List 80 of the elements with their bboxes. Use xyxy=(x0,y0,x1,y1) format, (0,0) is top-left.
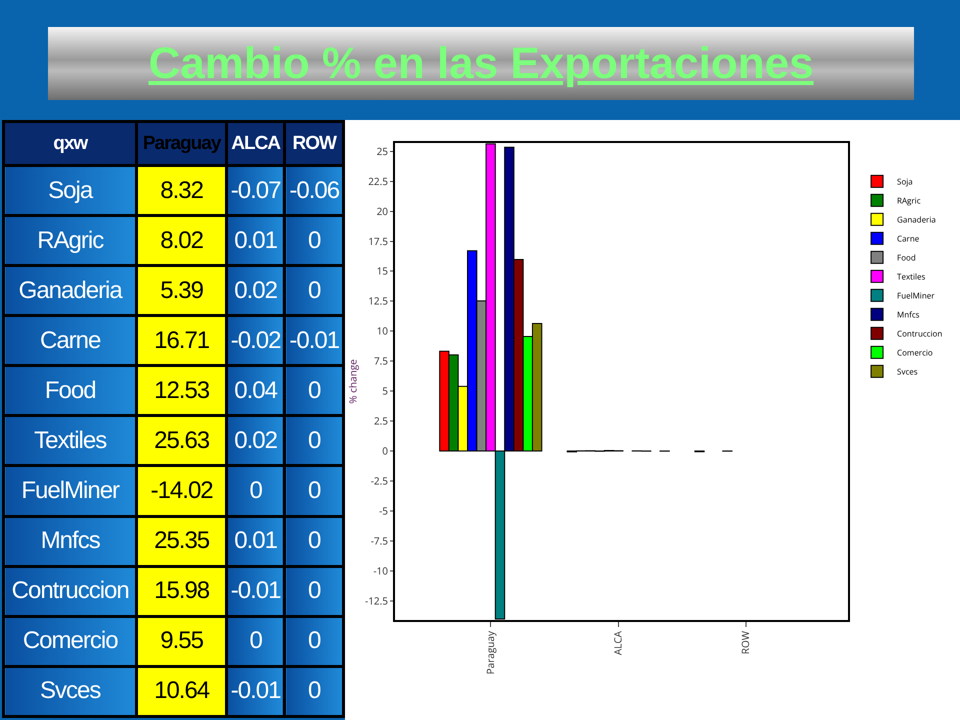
data-label: 12.53 xyxy=(136,366,226,416)
data-label: 8.32 xyxy=(136,166,226,216)
data-label: -0.01 xyxy=(226,666,285,716)
x-tick-label: ROW xyxy=(284,122,344,166)
y-tick-label: RAgric xyxy=(4,216,137,266)
y-tick-label: Svces xyxy=(4,666,137,716)
y-tick-label: Ganaderia xyxy=(4,266,137,316)
text: qxw xyxy=(4,122,137,166)
y-tick-label: -2.5 xyxy=(370,473,388,488)
y-tick-label: Food xyxy=(4,366,137,416)
data-label: 8.02 xyxy=(136,216,226,266)
legend-label: Carne xyxy=(897,233,920,244)
y-axis-title: % change xyxy=(346,358,360,404)
data-label: 0.02 xyxy=(226,266,285,316)
y-tick-label: Comercio xyxy=(4,616,137,666)
data-label: 0 xyxy=(284,516,344,566)
data-label: 16.71 xyxy=(136,316,226,366)
y-tick-label: -10 xyxy=(373,563,388,578)
data-label: 10.64 xyxy=(136,666,226,716)
data-label: 0 xyxy=(226,616,285,666)
x-tick-label: ALCA xyxy=(610,630,625,656)
y-tick-label: 25 xyxy=(376,144,388,158)
y-tick-label: 12.5 xyxy=(368,294,388,308)
data-label: -0.02 xyxy=(226,316,285,366)
legend-label: FuelMiner xyxy=(897,290,936,302)
y-tick-label: FuelMiner xyxy=(4,466,137,516)
data-label: 0.01 xyxy=(226,516,285,566)
y-tick-label: Contruccion xyxy=(4,566,137,616)
legend-label: Ganaderia xyxy=(897,214,936,226)
data-label: 0 xyxy=(284,466,344,516)
data-label: 15.98 xyxy=(136,566,226,616)
legend-label: Svces xyxy=(897,366,918,378)
data-label: 25.35 xyxy=(136,516,226,566)
data-label: -0.06 xyxy=(284,166,344,216)
y-tick-label: 0 xyxy=(382,444,388,458)
data-label: 0 xyxy=(284,266,344,316)
y-tick-label: Textiles xyxy=(4,416,137,466)
legend-label: Textiles xyxy=(897,271,926,282)
legend-label: Soja xyxy=(897,176,913,188)
x-tick-label: Paraguay xyxy=(136,122,226,166)
x-tick-label: ROW xyxy=(738,630,752,654)
legend-label: Contruccion xyxy=(897,328,942,340)
y-tick-label: -7.5 xyxy=(370,533,388,548)
data-label: 0.04 xyxy=(226,366,285,416)
data-label: 0 xyxy=(284,416,344,466)
y-tick-label: -5 xyxy=(379,503,388,518)
y-tick-label: 22.5 xyxy=(368,174,388,188)
data-label: 0 xyxy=(284,216,344,266)
data-label: 25.63 xyxy=(136,416,226,466)
legend-label: Comercio xyxy=(897,347,933,358)
legend-label: Mnfcs xyxy=(897,309,920,320)
data-label: 0.02 xyxy=(226,416,285,466)
data-label: -0.01 xyxy=(284,316,344,366)
data-label: 9.55 xyxy=(136,616,226,666)
y-tick-label: Soja xyxy=(4,166,137,216)
text: Cambio % en las Exportaciones xyxy=(148,38,814,88)
data-label: -0.01 xyxy=(226,566,285,616)
y-tick-label: -12.5 xyxy=(365,593,388,608)
y-tick-label: 15 xyxy=(376,264,388,278)
data-label: -14.02 xyxy=(136,466,226,516)
y-tick-label: Mnfcs xyxy=(4,516,137,566)
y-tick-label: 2.5 xyxy=(374,414,388,428)
data-label: 0.01 xyxy=(226,216,285,266)
data-label: 0 xyxy=(284,366,344,416)
y-tick-label: 20 xyxy=(376,204,388,218)
x-tick-label: Paraguay xyxy=(482,630,497,674)
data-label: -0.07 xyxy=(226,166,285,216)
data-label: 0 xyxy=(284,666,344,716)
y-tick-label: Carne xyxy=(4,316,137,366)
legend-label: Food xyxy=(897,252,916,264)
y-tick-label: 5 xyxy=(382,384,388,398)
legend-label: RAgric xyxy=(897,195,921,206)
y-tick-label: 17.5 xyxy=(368,234,388,248)
data-label: 0 xyxy=(284,566,344,616)
data-label: 5.39 xyxy=(136,266,226,316)
y-tick-label: 7.5 xyxy=(374,354,388,368)
data-label: 0 xyxy=(226,466,285,516)
y-tick-label: 10 xyxy=(376,324,388,338)
x-tick-label: ALCA xyxy=(226,122,285,166)
data-label: 0 xyxy=(284,616,344,666)
